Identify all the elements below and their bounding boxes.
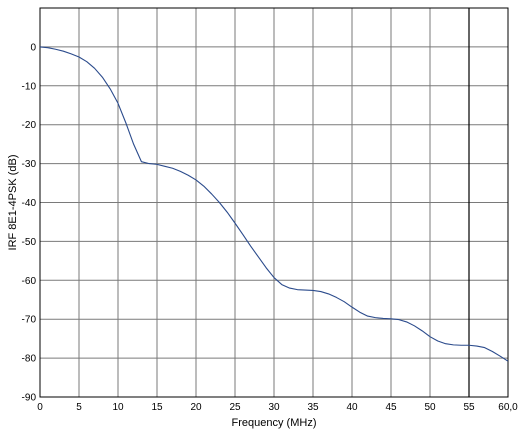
x-tick-label: 60,0 [498,402,518,413]
x-tick-label: 0 [37,402,43,413]
y-tick-label: -10 [22,81,37,92]
y-tick-label: -80 [22,354,37,365]
y-axis-label: IRF 8E1-4PSK (dB) [7,155,19,251]
x-tick-label: 10 [112,402,124,413]
x-tick-labels: 0 5 10 15 20 25 30 35 40 45 50 55 60,0 [37,402,518,413]
series-line [39,46,509,362]
plot-frame [39,7,509,398]
x-tick-label: 5 [76,402,82,413]
series-group [39,46,509,362]
x-tick-label: 15 [151,402,163,413]
x-tick-label: 20 [190,402,202,413]
x-tick-label: 55 [463,402,475,413]
x-tick-label: 50 [424,402,436,413]
y-tick-label: -40 [22,198,37,209]
y-tick-label: -60 [22,276,37,287]
x-tick-label: 45 [385,402,397,413]
x-tick-label: 40 [346,402,358,413]
y-tick-label: -90 [22,393,37,404]
y-tick-label: 0 [30,42,36,53]
y-tick-label: -50 [22,237,37,248]
x-tick-label: 25 [229,402,241,413]
y-tick-label: -70 [22,315,37,326]
y-tick-labels: 0 -10 -20 -30 -40 -50 -60 -70 -80 -90 [22,42,37,403]
x-tick-label: 30 [268,402,280,413]
y-tick-label: -30 [22,159,37,170]
x-tick-label: 35 [307,402,319,413]
grid [39,8,509,398]
x-axis-label: Frequency (MHz) [232,417,317,429]
y-tick-label: -20 [22,120,37,131]
